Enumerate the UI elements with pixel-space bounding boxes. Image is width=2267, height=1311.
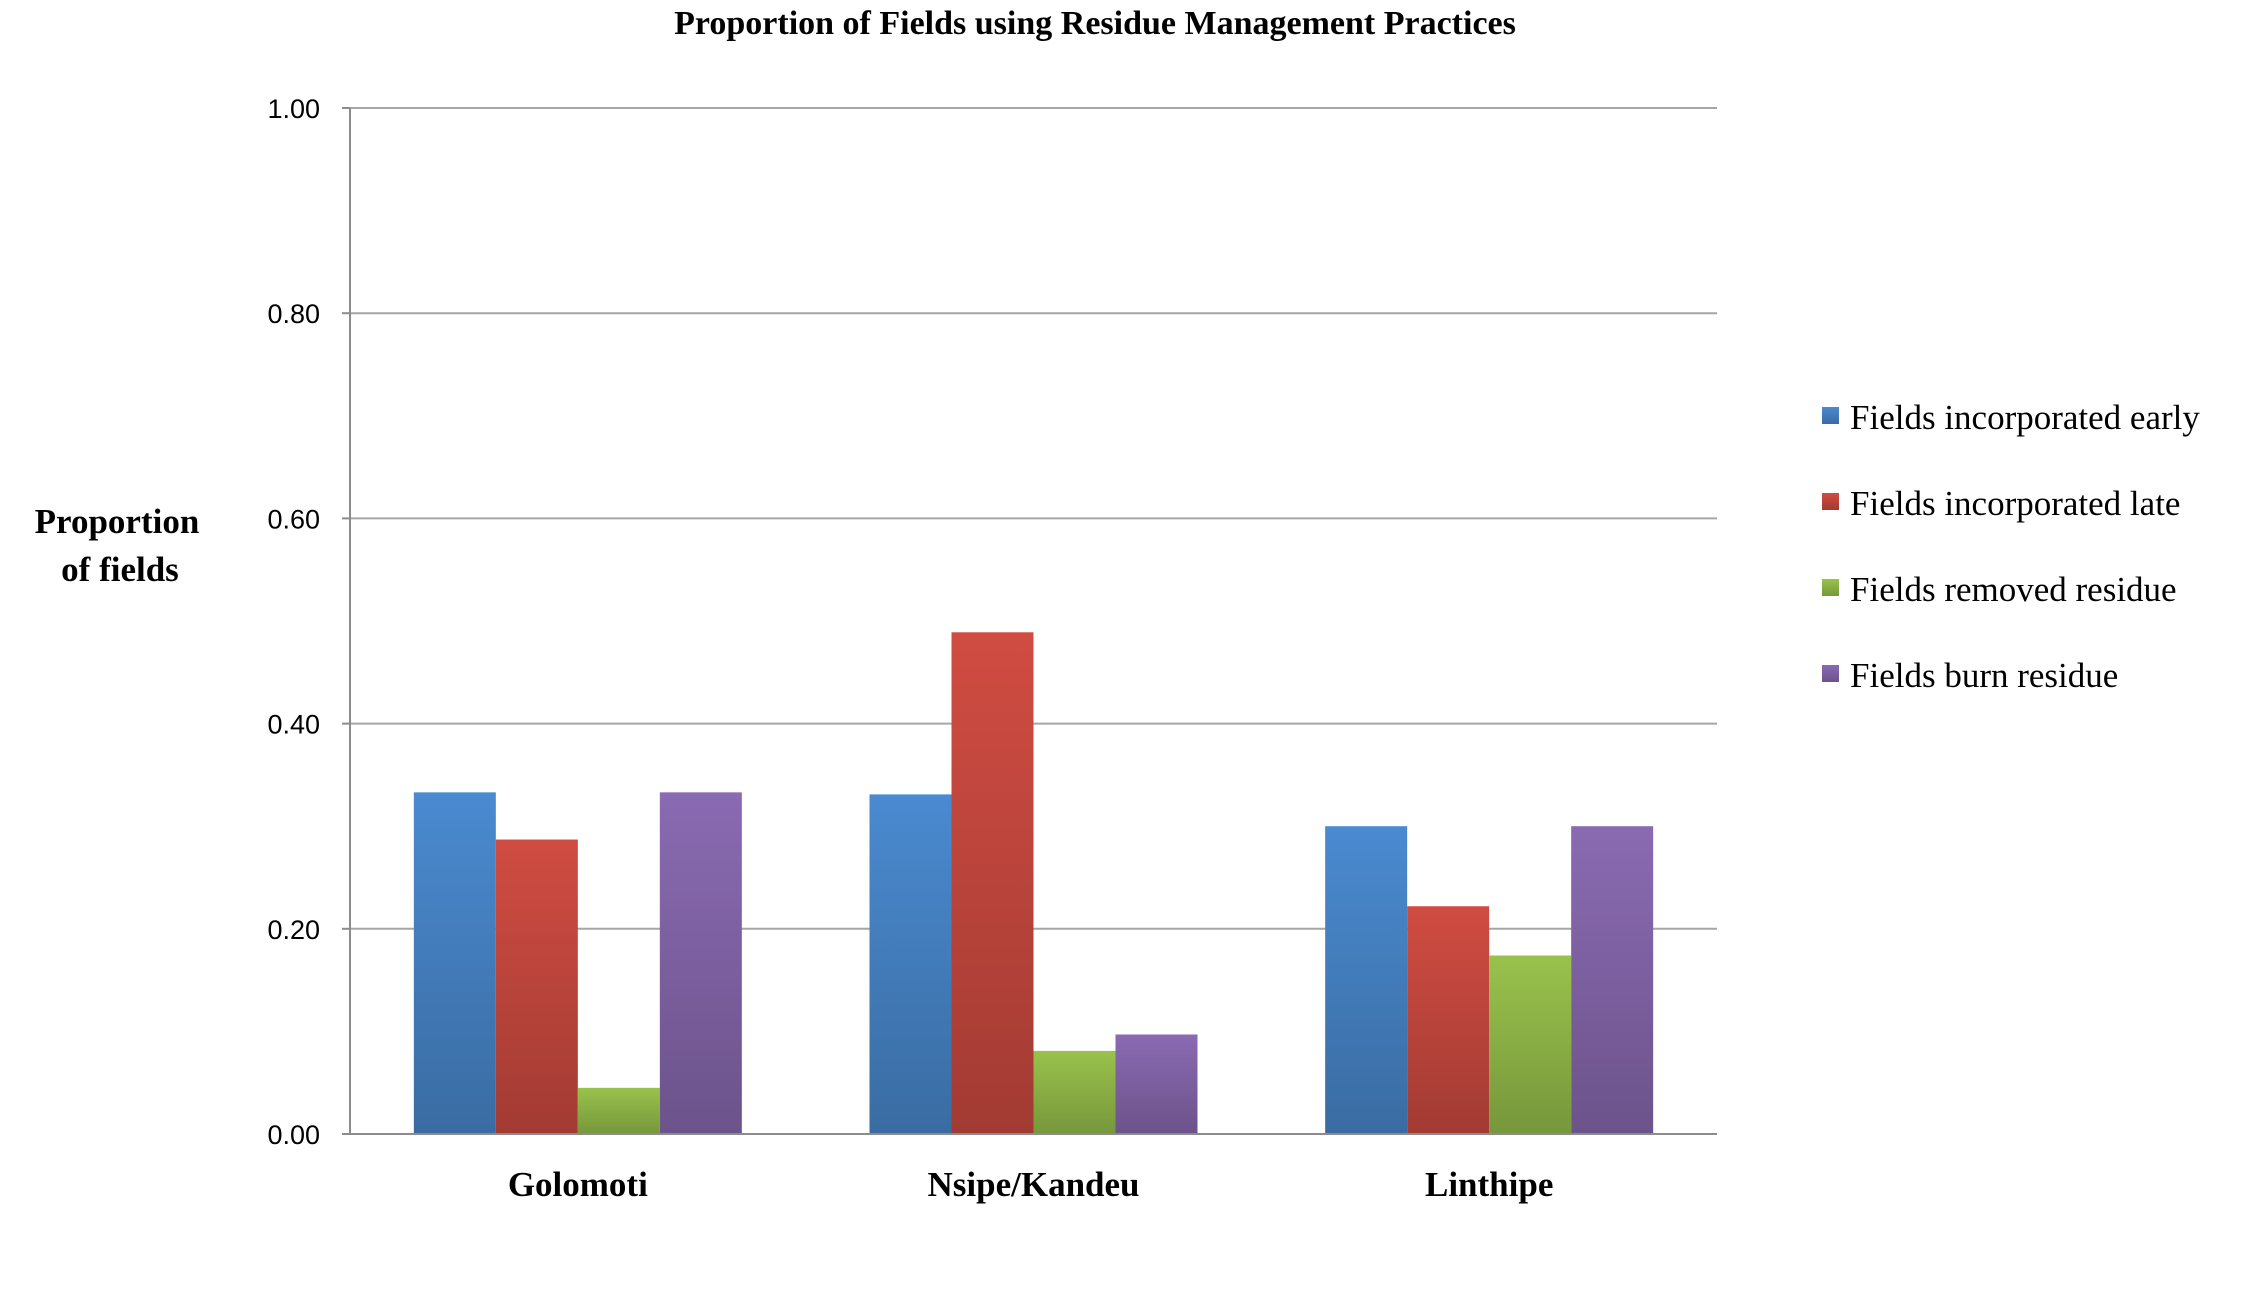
- bar-golomoti-series-2: [495, 839, 578, 1134]
- legend-swatch: [1822, 493, 1839, 510]
- x-axis-ticks: Golomoti Nsipe/Kandeu Linthipe: [508, 1165, 1554, 1204]
- legend-swatch: [1822, 665, 1839, 682]
- bar-linthipe-series-1: [1325, 826, 1408, 1134]
- y-axis-label-line-1: Proportion: [35, 502, 200, 541]
- bar-nsipe-kandeu-series-2: [951, 632, 1034, 1134]
- y-axis-label-line-2: of fields: [61, 550, 179, 589]
- bar-golomoti-series-1: [413, 792, 496, 1134]
- bar-golomoti-series-4: [659, 792, 742, 1134]
- legend-label: Fields incorporated late: [1850, 484, 2180, 523]
- bar-golomoti-series-3: [577, 1087, 660, 1134]
- legend-label: Fields incorporated early: [1850, 398, 2200, 437]
- legend-label: Fields burn residue: [1850, 656, 2118, 695]
- chart-title: Proportion of Fields using Residue Manag…: [674, 5, 1516, 42]
- y-tick-label: 0.80: [267, 299, 320, 329]
- legend-label: Fields removed residue: [1850, 570, 2177, 609]
- bar-nsipe-kandeu-series-1: [869, 794, 952, 1134]
- legend: Fields incorporated early Fields incorpor…: [1822, 398, 2200, 695]
- x-tick-label: Golomoti: [508, 1165, 648, 1204]
- bar-linthipe-series-2: [1407, 906, 1490, 1134]
- y-tick-label: 1.00: [267, 94, 320, 124]
- bar-nsipe-kandeu-series-3: [1033, 1050, 1116, 1134]
- y-tick-label: 0.60: [267, 504, 320, 534]
- y-tick-label: 0.00: [267, 1120, 320, 1150]
- bar-nsipe-kandeu-series-4: [1115, 1034, 1198, 1134]
- legend-swatch: [1822, 407, 1839, 424]
- bar-linthipe-series-4: [1571, 826, 1654, 1134]
- x-tick-label: Linthipe: [1425, 1165, 1553, 1204]
- y-tick-label: 0.40: [267, 710, 320, 740]
- y-axis-ticks: 0.00 0.20 0.40 0.60 0.80 1.00: [267, 94, 350, 1150]
- x-tick-label: Nsipe/Kandeu: [928, 1165, 1140, 1204]
- legend-swatch: [1822, 579, 1839, 596]
- bar-linthipe-series-3: [1489, 955, 1572, 1134]
- bars: [413, 632, 1654, 1134]
- y-tick-label: 0.20: [267, 915, 320, 945]
